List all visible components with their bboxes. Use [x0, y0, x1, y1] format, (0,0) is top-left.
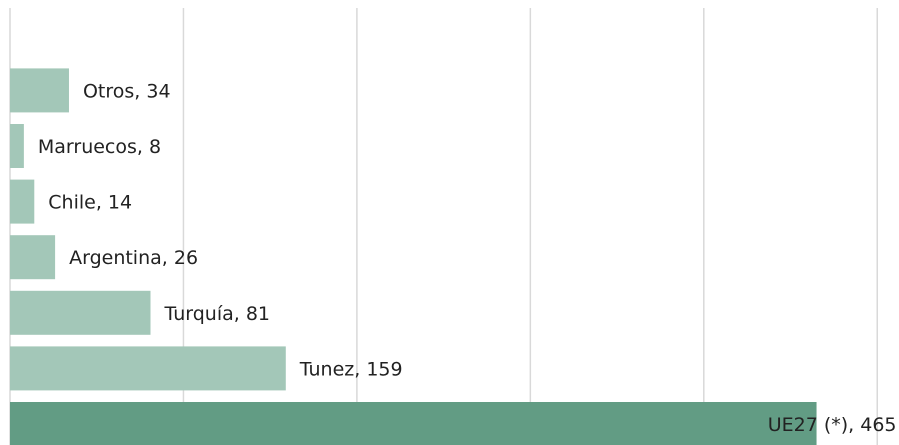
data-label: Turquía, 81	[163, 303, 270, 325]
bar-tunez	[10, 346, 286, 391]
data-label: Otros, 34	[83, 80, 171, 102]
data-label: UE27 (*), 465	[768, 414, 897, 436]
bar-ue27	[10, 402, 817, 445]
data-label: Marruecos, 8	[38, 136, 161, 158]
bars	[10, 68, 817, 445]
bar-marruecos	[10, 124, 24, 168]
data-label: Argentina, 26	[69, 247, 198, 269]
data-label: Chile, 14	[48, 192, 132, 214]
bar-otros	[10, 68, 69, 113]
bar-chile	[10, 179, 35, 224]
bar-argentina	[10, 235, 56, 280]
bar-turqu-a	[10, 290, 151, 335]
data-label: Tunez, 159	[299, 358, 403, 380]
data-labels: UE27 (*), 465 Tunez, 159 Turquía, 81 Argent…	[38, 80, 897, 436]
